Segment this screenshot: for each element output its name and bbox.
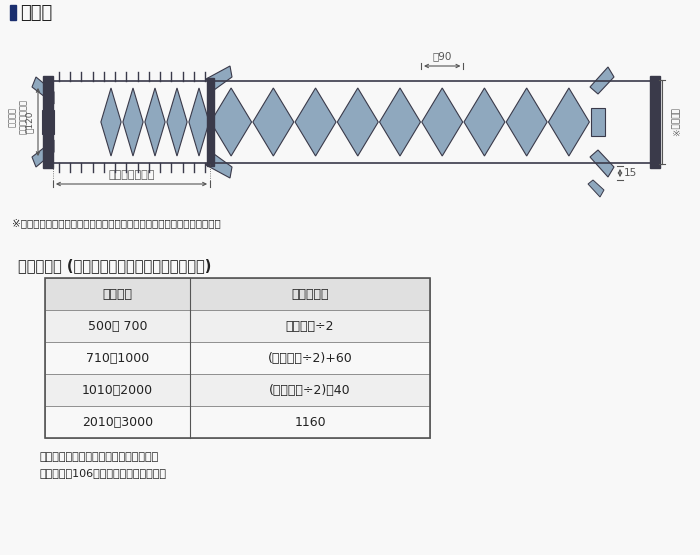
- Polygon shape: [337, 88, 378, 156]
- Text: 500～ 700: 500～ 700: [88, 320, 147, 332]
- Polygon shape: [548, 88, 589, 156]
- Text: 取手の高さ (製品下端から取手下端までの寸法): 取手の高さ (製品下端から取手下端までの寸法): [18, 258, 211, 273]
- Text: 1010～2000: 1010～2000: [82, 384, 153, 396]
- Polygon shape: [32, 140, 54, 167]
- Polygon shape: [590, 67, 614, 94]
- Polygon shape: [32, 77, 54, 104]
- Text: 1160: 1160: [294, 416, 326, 428]
- Text: (製品高さ÷2)+60: (製品高さ÷2)+60: [267, 351, 352, 365]
- Text: 平面図: 平面図: [20, 4, 52, 22]
- Text: ＊取手の高さは変えることができます。: ＊取手の高さは変えることができます。: [40, 452, 160, 462]
- Polygon shape: [506, 88, 547, 156]
- Polygon shape: [253, 88, 294, 156]
- Text: たたみ込み寸法: たたみ込み寸法: [18, 99, 27, 134]
- Polygon shape: [588, 180, 604, 197]
- Bar: [45, 278, 430, 438]
- Polygon shape: [206, 66, 232, 90]
- Bar: [206, 78, 214, 166]
- Text: レザー部: レザー部: [8, 107, 17, 127]
- Bar: [650, 76, 660, 168]
- Bar: [45, 374, 430, 406]
- Polygon shape: [464, 88, 505, 156]
- Bar: [591, 108, 605, 136]
- Polygon shape: [206, 154, 232, 178]
- Text: (製品高さ÷2)－40: (製品高さ÷2)－40: [270, 384, 351, 396]
- Text: 約120: 約120: [25, 111, 34, 133]
- Text: 2010～3000: 2010～3000: [82, 416, 153, 428]
- Polygon shape: [189, 88, 209, 156]
- Bar: [43, 76, 53, 168]
- Bar: [45, 278, 430, 310]
- Bar: [10, 5, 16, 20]
- Text: 詳しくは106ページをご覧ください。: 詳しくは106ページをご覧ください。: [40, 468, 167, 478]
- Text: 取手寸法※: 取手寸法※: [670, 108, 679, 137]
- Polygon shape: [101, 88, 121, 156]
- Bar: [42, 110, 54, 134]
- Polygon shape: [211, 88, 251, 156]
- Polygon shape: [123, 88, 143, 156]
- Bar: [45, 406, 430, 438]
- Text: ※取手の種類によって寸法が異なります。詳しくは下図をご覧ください。: ※取手の種類によって寸法が異なります。詳しくは下図をご覧ください。: [12, 218, 220, 228]
- Text: 710～1000: 710～1000: [86, 351, 149, 365]
- Polygon shape: [590, 150, 614, 177]
- Text: 製品高さ: 製品高さ: [102, 287, 132, 300]
- Polygon shape: [295, 88, 336, 156]
- Bar: [45, 310, 430, 342]
- Text: 15: 15: [624, 168, 637, 178]
- Text: 製品高さ÷2: 製品高さ÷2: [286, 320, 335, 332]
- Text: たたみしろ寸法: たたみしろ寸法: [108, 170, 155, 180]
- Polygon shape: [167, 88, 187, 156]
- Text: 取手の高さ: 取手の高さ: [291, 287, 329, 300]
- Polygon shape: [145, 88, 165, 156]
- Bar: [45, 342, 430, 374]
- Polygon shape: [421, 88, 463, 156]
- Polygon shape: [379, 88, 421, 156]
- Text: 約90: 約90: [433, 51, 452, 61]
